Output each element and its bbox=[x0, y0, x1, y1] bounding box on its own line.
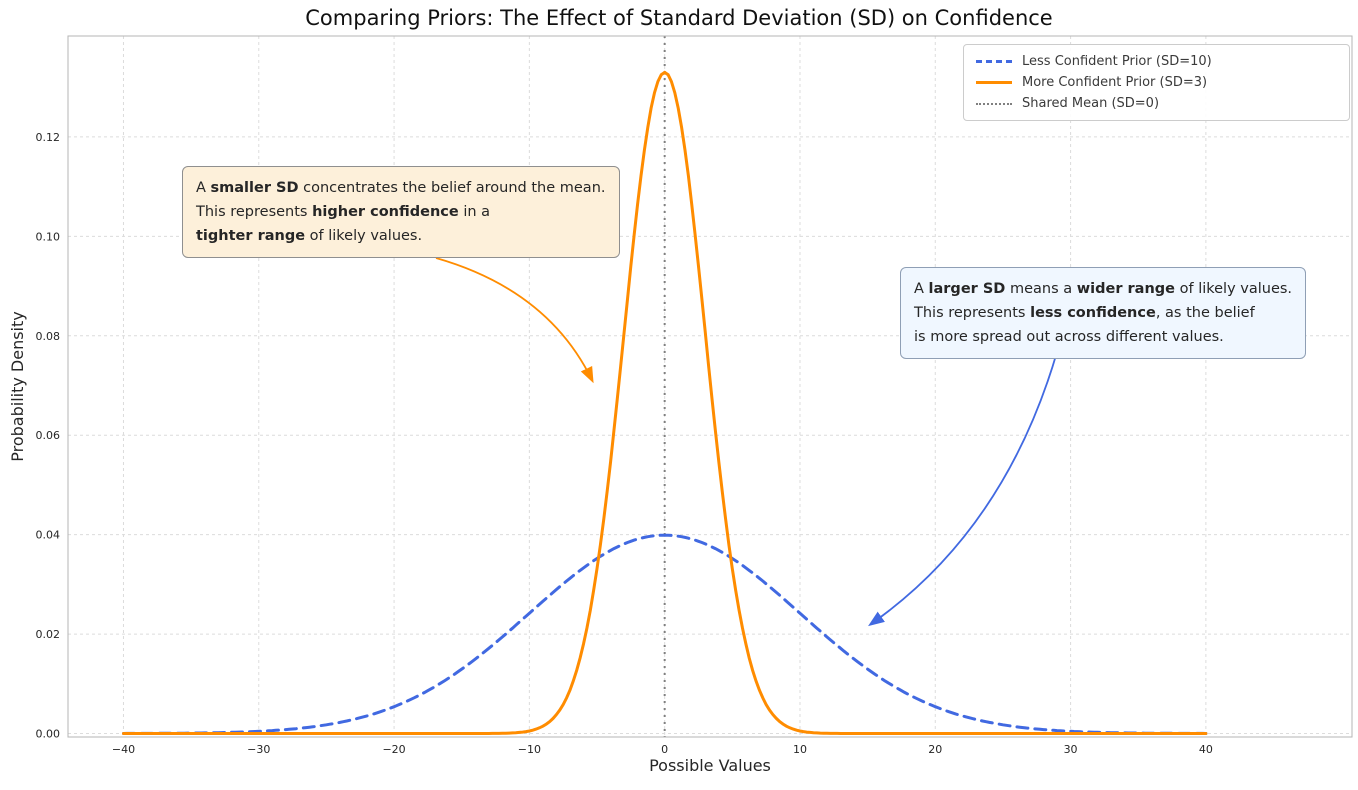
curve-sd10 bbox=[122, 533, 1208, 735]
x-tick-label: 30 bbox=[1064, 743, 1078, 756]
x-tick-label: 40 bbox=[1199, 743, 1213, 756]
annotation-line: This represents less confidence, as the … bbox=[914, 305, 1255, 321]
y-tick-label: 0.02 bbox=[36, 628, 61, 641]
x-tick-label: 10 bbox=[793, 743, 807, 756]
curve-sd3 bbox=[122, 70, 1208, 735]
annotation-line: is more spread out across different valu… bbox=[914, 329, 1224, 345]
annotation-arrow-larger-sd bbox=[868, 351, 1058, 627]
y-tick-label: 0.06 bbox=[36, 429, 61, 442]
annotation-line: This represents higher confidence in a bbox=[196, 204, 491, 220]
x-tick-label: −20 bbox=[382, 743, 405, 756]
y-tick-label: 0.04 bbox=[36, 529, 61, 542]
annotation-arrow-smaller-sd bbox=[435, 257, 594, 384]
legend-label-sd3: More Confident Prior (SD=3) bbox=[1022, 75, 1208, 90]
legend: Less Confident Prior (SD=10) More Confid… bbox=[963, 44, 1350, 121]
annotation-line: A larger SD means a wider range of likel… bbox=[914, 281, 1293, 297]
axes-frame bbox=[67, 35, 1353, 738]
legend-swatch-dashed-line-icon bbox=[976, 60, 1012, 63]
annotation-line: tighter range of likely values. bbox=[196, 228, 423, 244]
annotation-line: A smaller SD concentrates the belief aro… bbox=[196, 180, 606, 196]
y-tick-label: 0.08 bbox=[36, 330, 61, 343]
chart-title: Comparing Priors: The Effect of Standard… bbox=[305, 6, 1053, 30]
x-tick-label: −10 bbox=[518, 743, 541, 756]
x-tick-label: −40 bbox=[112, 743, 135, 756]
legend-swatch-dotted-line-icon bbox=[976, 102, 1012, 105]
annotation-larger-sd: A larger SD means a wider range of likel… bbox=[900, 267, 1307, 359]
annotation-smaller-sd: A smaller SD concentrates the belief aro… bbox=[182, 166, 620, 258]
x-axis-label: Possible Values bbox=[649, 756, 771, 775]
legend-item-sd10: Less Confident Prior (SD=10) bbox=[976, 54, 1337, 69]
y-tick-label: 0.00 bbox=[36, 728, 61, 741]
legend-swatch-solid-line-icon bbox=[976, 81, 1012, 84]
legend-label-mean: Shared Mean (SD=0) bbox=[1022, 96, 1160, 111]
legend-item-mean: Shared Mean (SD=0) bbox=[976, 96, 1337, 111]
legend-item-sd3: More Confident Prior (SD=3) bbox=[976, 75, 1337, 90]
legend-label-sd10: Less Confident Prior (SD=10) bbox=[1022, 54, 1212, 69]
y-tick-label: 0.12 bbox=[36, 131, 61, 144]
x-tick-label: 20 bbox=[928, 743, 942, 756]
x-tick-label: −30 bbox=[247, 743, 270, 756]
x-tick-label: 0 bbox=[661, 743, 668, 756]
y-tick-label: 0.10 bbox=[36, 230, 61, 243]
